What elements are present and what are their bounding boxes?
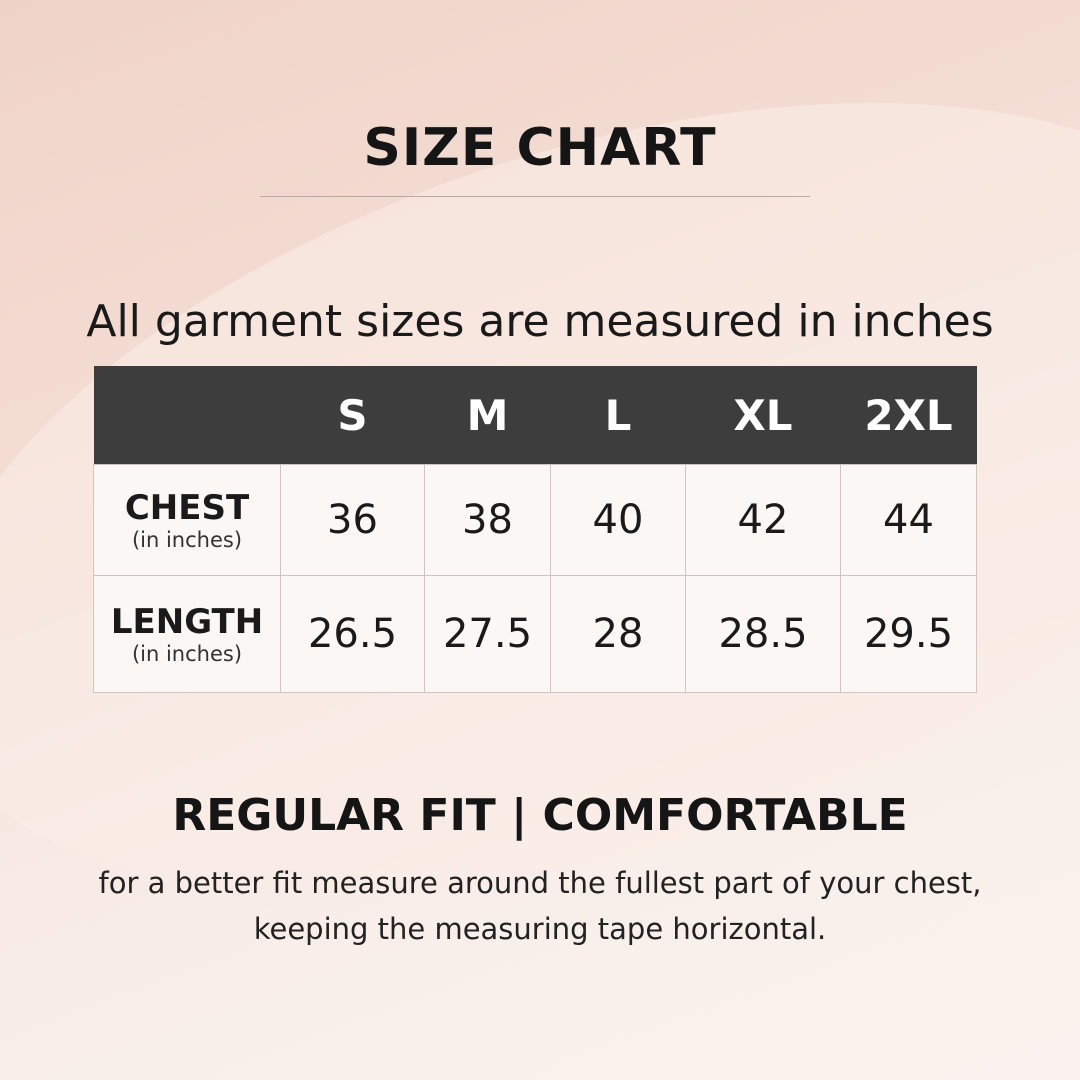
note-line: keeping the measuring tape horizontal.	[253, 912, 827, 946]
cell: 29.5	[840, 575, 977, 693]
header-size: S	[280, 366, 425, 465]
cell: 26.5	[280, 575, 425, 693]
row-unit: (in inches)	[131, 528, 243, 552]
table-row: LENGTH (in inches) 26.5 27.5 28 28.5 29.5	[93, 575, 977, 693]
cell: 28	[550, 575, 686, 693]
row-label-text: CHEST	[124, 488, 250, 528]
row-label: LENGTH (in inches)	[93, 575, 281, 693]
subtitle: All garment sizes are measured in inches	[86, 296, 994, 347]
header-row: S M L XL 2XL	[93, 366, 977, 465]
note-line: for a better fit measure around the full…	[98, 866, 982, 900]
header-size: M	[424, 366, 551, 465]
cell: 40	[550, 464, 686, 576]
cell: 44	[840, 464, 977, 576]
header-size: L	[550, 366, 686, 465]
table-row: CHEST (in inches) 36 38 40 42 44	[93, 464, 977, 576]
header-empty	[93, 366, 281, 465]
header-size: XL	[685, 366, 841, 465]
cell: 36	[280, 464, 425, 576]
cell: 27.5	[424, 575, 551, 693]
cell: 38	[424, 464, 551, 576]
row-label: CHEST (in inches)	[93, 464, 281, 576]
header-size: 2XL	[840, 366, 977, 465]
fit-heading: REGULAR FIT | COMFORTABLE	[172, 790, 908, 841]
cell: 28.5	[685, 575, 841, 693]
fit-note: for a better fit measure around the full…	[0, 860, 1080, 952]
cell: 42	[685, 464, 841, 576]
title-divider	[260, 196, 810, 197]
page-title: SIZE CHART	[363, 118, 717, 178]
size-table: S M L XL 2XL CHEST (in inches) 36 38 40 4…	[93, 366, 977, 693]
row-label-text: LENGTH	[110, 602, 264, 642]
row-unit: (in inches)	[131, 642, 243, 666]
